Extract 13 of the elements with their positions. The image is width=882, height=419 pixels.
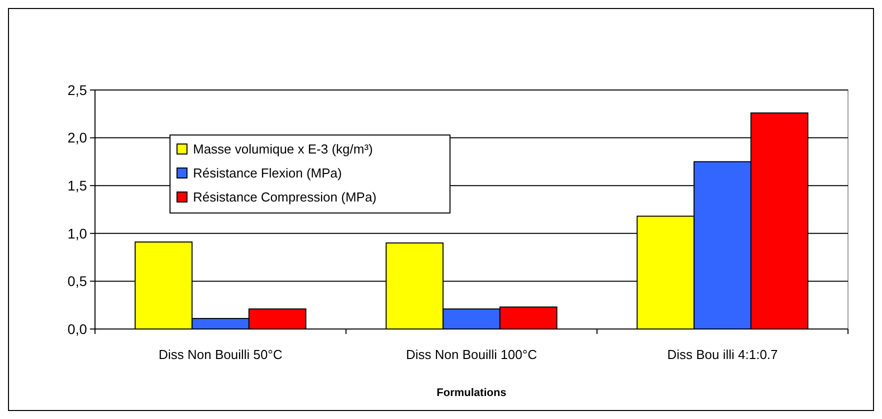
x-axis-title: Formulations — [436, 387, 506, 399]
x-tick-label: Diss Bou illi 4:1:0.7 — [667, 347, 778, 362]
y-tick-label: 2,0 — [68, 130, 88, 146]
y-tick-label: 1,0 — [68, 225, 88, 242]
legend-label: Masse volumique x E-3 (kg/m³) — [193, 142, 373, 157]
y-tick-label: 0,5 — [68, 273, 88, 290]
x-tick-label: Diss Non Bouilli 50°C — [158, 347, 282, 362]
x-tick-label: Diss Non Bouilli 100°C — [406, 347, 537, 362]
y-tick-label: 2,5 — [68, 82, 88, 98]
legend-label: Résistance Compression (MPa) — [193, 190, 377, 205]
y-tick-label: 1,5 — [68, 178, 88, 194]
y-tick-label: 0,0 — [68, 320, 88, 337]
legend-label: Résistance Flexion (MPa) — [193, 166, 342, 181]
